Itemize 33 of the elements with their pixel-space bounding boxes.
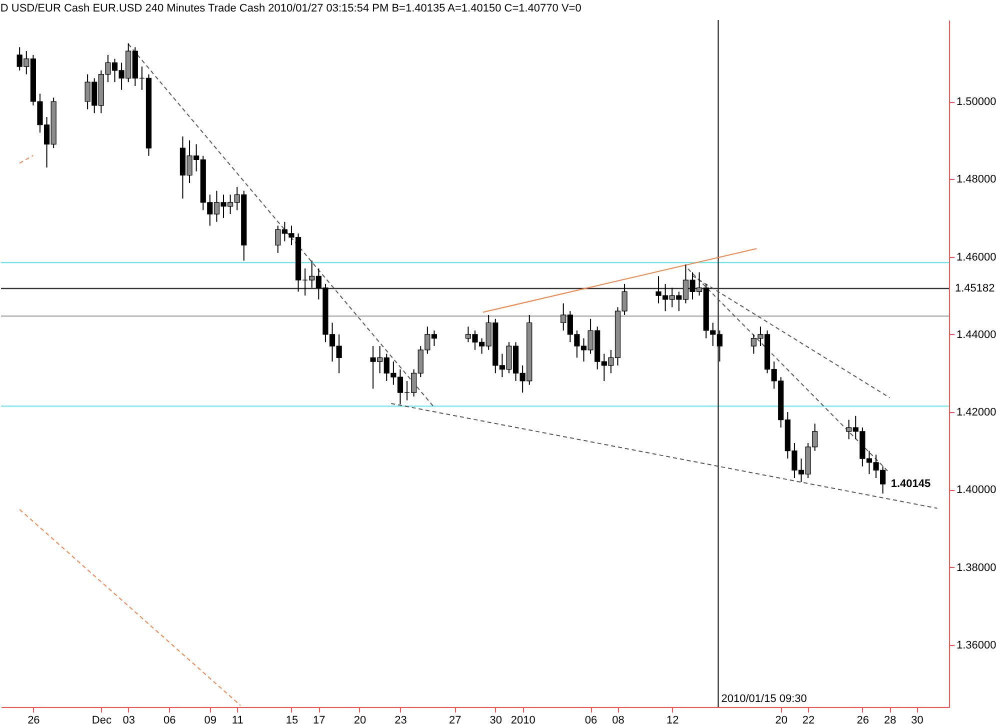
x-tick-label: 23 [394, 714, 407, 726]
x-tick-label: 30 [911, 714, 924, 726]
y-tick-label: 1.38000 [956, 562, 996, 574]
x-tick-label: 30 [490, 714, 502, 726]
chart-title: D USD/EUR Cash EUR.USD 240 Minutes Trade Cash 2010/01/27 03:15:54 PM B=1.40135 A=1.40150 C=1.40770 V=0 [0, 2, 582, 14]
x-tick-label: 28 [884, 714, 896, 726]
y-tick-label: 1.48000 [956, 174, 996, 186]
x-tick-label: 17 [313, 714, 326, 726]
x-tick-label: 26 [28, 714, 40, 726]
x-tick-label: 2010 [510, 714, 536, 726]
y-tick-label: 1.40000 [956, 484, 996, 496]
y-tick-label: 1.36000 [956, 639, 996, 652]
ref-line-label: 2010/01/15 09:30 [721, 693, 807, 705]
y-tick-label: 1.46000 [956, 251, 996, 264]
y-tick-label: 1.42000 [956, 406, 996, 419]
x-tick-label: 20 [775, 714, 788, 726]
y-tick-label: 1.50000 [956, 96, 996, 108]
x-tick-label: 06 [584, 714, 598, 726]
x-tick-label: 03 [122, 714, 135, 726]
annotation: 1.40145 [890, 478, 931, 490]
ref-line-label: 1.45182 [955, 282, 995, 295]
x-tick-label: Dec [92, 714, 112, 726]
x-tick-label: 09 [204, 714, 217, 726]
x-tick-label: 06 [164, 714, 176, 726]
x-tick-label: 12 [666, 714, 679, 726]
x-tick-label: 22 [802, 714, 815, 726]
x-tick-label: 27 [448, 714, 462, 726]
y-tick-label: 1.44000 [956, 328, 996, 341]
x-tick-label: 08 [612, 714, 624, 726]
x-tick-label: 15 [286, 714, 298, 726]
x-tick-label: 26 [856, 714, 870, 726]
x-tick-label: 11 [232, 714, 244, 726]
x-tick-label: 20 [354, 714, 366, 726]
